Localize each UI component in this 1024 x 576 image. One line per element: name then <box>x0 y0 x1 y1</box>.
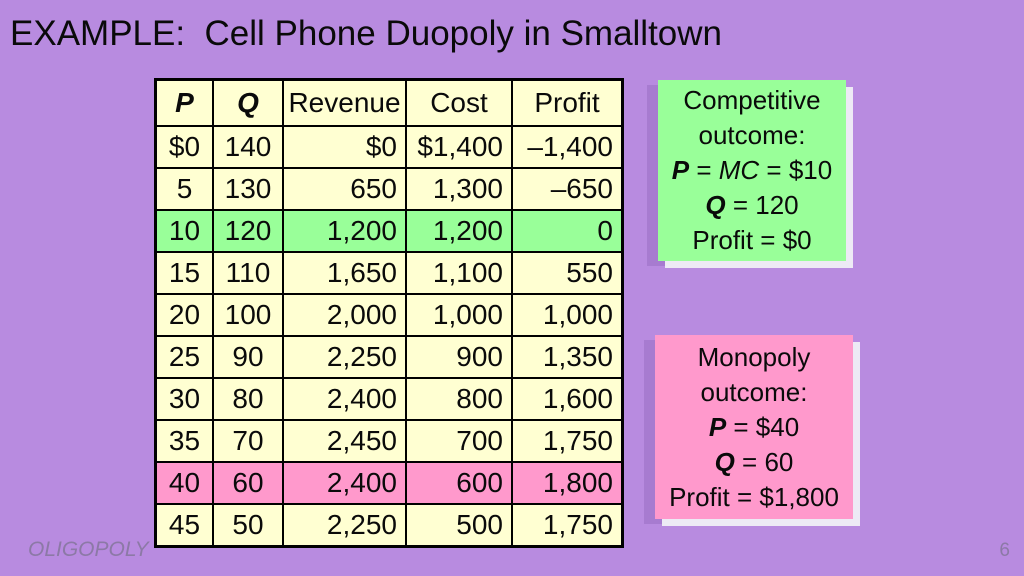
table-cell: 900 <box>405 335 513 379</box>
table-header-row: P Q Revenue Cost Profit <box>154 78 624 127</box>
table-cell: 30 <box>154 377 214 421</box>
table-row: 10 120 1,200 1,200 0 <box>154 209 624 253</box>
box-line-part: = 60 <box>734 446 794 477</box>
table-cell: 650 <box>282 167 407 211</box>
box-line-part: P <box>708 411 727 442</box>
table-row: 5 130 650 1,300 –650 <box>154 167 624 211</box>
table-cell: 1,750 <box>511 419 624 463</box>
table-cell: 130 <box>212 167 284 211</box>
box-line-part: P <box>671 155 690 185</box>
table-cell: 20 <box>154 293 214 337</box>
table-cell: 1,650 <box>282 251 407 295</box>
pq-table-body: $0 140 $0 $1,400 –1,400 5 130 650 1,300 –650 10 120… <box>154 125 624 548</box>
table-cell: 100 <box>212 293 284 337</box>
table-cell: 5 <box>154 167 214 211</box>
box-line-part: Profit = $0 <box>692 225 812 255</box>
table-cell: 1,350 <box>511 335 624 379</box>
table-cell: 15 <box>154 251 214 295</box>
table-cell: 600 <box>405 461 513 505</box>
table-cell: 1,600 <box>511 377 624 421</box>
box-line-part: = 120 <box>725 190 799 220</box>
box-line: Q = 60 <box>655 445 853 480</box>
table-cell: $0 <box>282 125 407 169</box>
column-header-profit: Profit <box>511 78 624 127</box>
table-cell: –650 <box>511 167 624 211</box>
table-cell: 2,250 <box>282 503 407 548</box>
box-heading-line: outcome: <box>700 376 808 407</box>
page-number: 6 <box>999 540 1010 561</box>
box-line-part: Profit = $1,800 <box>669 481 839 512</box>
table-cell: 2,400 <box>282 377 407 421</box>
table-cell: 0 <box>511 209 624 253</box>
box-line-part: Q <box>705 190 726 220</box>
table-cell: 700 <box>405 419 513 463</box>
box-heading-line: outcome: <box>698 120 806 150</box>
table-cell: 90 <box>212 335 284 379</box>
box-line-part: = $10 <box>759 155 833 185</box>
table-cell: 10 <box>154 209 214 253</box>
monopoly-outcome-box: Monopoly outcome: P = $40 Q = 60 Profit = $1… <box>655 335 853 519</box>
box-heading-line: Monopoly <box>697 341 811 372</box>
table-row: 15 110 1,650 1,100 550 <box>154 251 624 295</box>
table-row: $0 140 $0 $1,400 –1,400 <box>154 125 624 169</box>
box-heading-line: Competitive <box>683 85 821 115</box>
table-cell: 2,450 <box>282 419 407 463</box>
box-line: P = MC = $10 <box>658 153 846 188</box>
table-cell: 140 <box>212 125 284 169</box>
table-cell: 500 <box>405 503 513 548</box>
table-row: 40 60 2,400 600 1,800 <box>154 461 624 505</box>
table-cell: 1,000 <box>511 293 624 337</box>
pq-table-header: P Q Revenue Cost Profit <box>154 78 624 127</box>
table-cell: 1,300 <box>405 167 513 211</box>
table-cell: 40 <box>154 461 214 505</box>
pq-table: P Q Revenue Cost Profit $0 140 $0 $1,400 –1,400 5… <box>154 78 624 548</box>
competitive-outcome-box: Competitive outcome: P = MC = $10 Q = 120 Pr… <box>658 80 846 261</box>
column-header-revenue: Revenue <box>282 78 407 127</box>
table-cell: $0 <box>154 125 214 169</box>
table-cell: 50 <box>212 503 284 548</box>
table-cell: 550 <box>511 251 624 295</box>
box-line-part: MC <box>718 155 760 185</box>
table-cell: 1,800 <box>511 461 624 505</box>
table-cell: 2,000 <box>282 293 407 337</box>
table-cell: 110 <box>212 251 284 295</box>
table-cell: 45 <box>154 503 214 548</box>
table-cell: 25 <box>154 335 214 379</box>
table-cell: 35 <box>154 419 214 463</box>
table-cell: 120 <box>212 209 284 253</box>
slide-title: EXAMPLE: Cell Phone Duopoly in Smalltown <box>10 14 723 53</box>
table-row: 30 80 2,400 800 1,600 <box>154 377 624 421</box>
box-line-part: Q <box>714 446 735 477</box>
column-header-cost: Cost <box>405 78 513 127</box>
box-line-part: = $40 <box>726 411 800 442</box>
table-row: 25 90 2,250 900 1,350 <box>154 335 624 379</box>
table-row: 45 50 2,250 500 1,750 <box>154 503 624 548</box>
table-cell: 70 <box>212 419 284 463</box>
table-cell: –1,400 <box>511 125 624 169</box>
table-cell: 2,400 <box>282 461 407 505</box>
table-cell: 1,100 <box>405 251 513 295</box>
table-row: 20 100 2,000 1,000 1,000 <box>154 293 624 337</box>
box-line: Profit = $0 <box>658 223 846 258</box>
box-line-part: = <box>689 155 719 185</box>
box-line: P = $40 <box>655 410 853 445</box>
column-header-q: Q <box>212 78 284 127</box>
table-cell: 80 <box>212 377 284 421</box>
table-cell: 1,750 <box>511 503 624 548</box>
table-cell: 2,250 <box>282 335 407 379</box>
table-cell: $1,400 <box>405 125 513 169</box>
box-line: Q = 120 <box>658 188 846 223</box>
table-cell: 1,000 <box>405 293 513 337</box>
box-line: Profit = $1,800 <box>655 480 853 515</box>
column-header-p: P <box>154 78 214 127</box>
table-cell: 1,200 <box>282 209 407 253</box>
table-cell: 60 <box>212 461 284 505</box>
table-row: 35 70 2,450 700 1,750 <box>154 419 624 463</box>
table-cell: 1,200 <box>405 209 513 253</box>
table-cell: 800 <box>405 377 513 421</box>
footer-text: OLIGOPOLY <box>28 538 149 561</box>
